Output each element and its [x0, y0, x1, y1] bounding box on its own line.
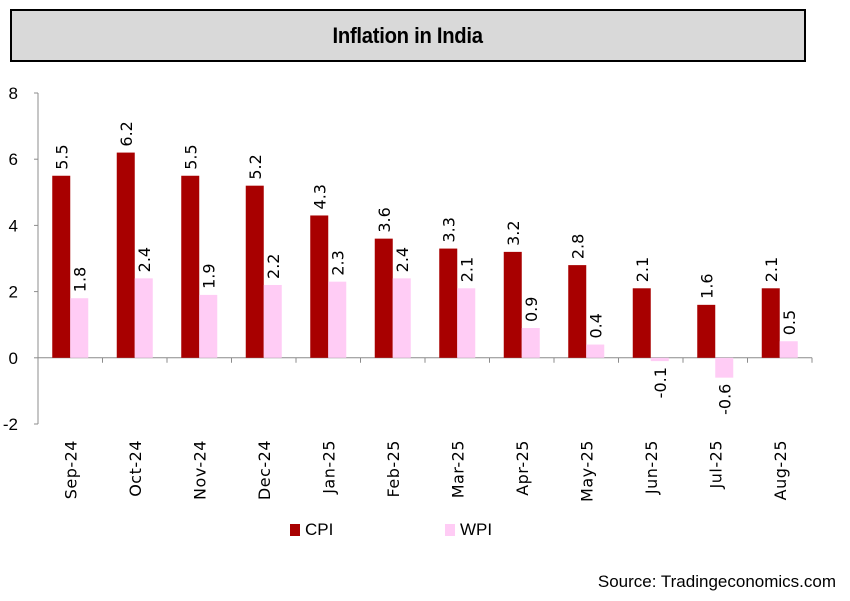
y-tick-label: 4	[9, 216, 18, 235]
data-label-wpi: 2.4	[135, 247, 154, 272]
data-label-cpi: 4.3	[310, 184, 329, 209]
x-tick-label: May-25	[577, 440, 596, 502]
x-tick-label: Sep-24	[61, 440, 80, 499]
y-tick-label: 6	[9, 150, 18, 169]
bar-cpi	[245, 185, 264, 358]
x-tick-label: Jul-25	[706, 440, 725, 489]
data-label-wpi: 0.5	[780, 310, 799, 335]
y-tick-label: -2	[3, 415, 18, 434]
bar-cpi	[503, 251, 522, 358]
bar-cpi	[761, 288, 780, 358]
bar-cpi	[374, 238, 393, 358]
bar-cpi	[181, 175, 200, 358]
y-tick-label: 8	[9, 84, 18, 103]
bar-chart: -2 0 2 4 6 8 5.5 1.8 Sep-24 6.2 2.4 Oct-24 5.5 1.9 Nov…	[3, 84, 813, 502]
source-note: Source: Tradingeconomics.com	[597, 572, 836, 591]
bar-wpi	[70, 298, 89, 358]
data-label-wpi: 2.1	[457, 257, 476, 282]
bar-wpi	[328, 281, 347, 358]
legend-label-wpi: WPI	[460, 520, 493, 539]
x-tick-label: Mar-25	[448, 440, 467, 498]
data-label-cpi: 3.3	[439, 217, 458, 242]
bar-wpi	[134, 278, 153, 358]
data-label-cpi: 5.5	[52, 144, 71, 169]
data-label-wpi: 2.2	[264, 254, 283, 279]
legend-label-cpi: CPI	[305, 520, 334, 539]
data-label-cpi: 2.1	[762, 257, 781, 282]
x-tick-label: Feb-25	[384, 440, 403, 497]
chart-title-box: Inflation in India	[10, 9, 806, 62]
data-label-wpi: 2.3	[328, 250, 347, 275]
legend: CPI WPI	[0, 520, 850, 544]
legend-item-cpi: CPI	[290, 520, 333, 540]
legend-swatch-wpi	[445, 524, 455, 536]
bar-cpi	[439, 248, 458, 358]
bar-cpi	[310, 215, 329, 358]
bar-wpi	[199, 294, 218, 358]
x-tick-label: Dec-24	[255, 440, 274, 500]
bar-wpi	[715, 357, 734, 378]
bar-wpi	[650, 357, 669, 362]
bar-wpi	[263, 284, 282, 358]
data-label-wpi: 1.8	[70, 267, 89, 292]
data-label-wpi: 0.9	[522, 297, 541, 322]
x-tick-label: Apr-25	[513, 440, 532, 496]
bar-cpi	[632, 288, 651, 358]
bar-wpi	[586, 344, 605, 358]
data-label-wpi: 2.4	[393, 247, 412, 272]
data-label-cpi: 6.2	[117, 121, 136, 146]
bar-cpi	[568, 265, 587, 358]
x-tick-label: Jun-25	[642, 440, 661, 495]
legend-swatch-cpi	[290, 524, 300, 536]
data-label-wpi: 0.4	[586, 313, 605, 338]
bar-wpi	[457, 288, 476, 358]
bar-cpi	[697, 304, 716, 358]
data-label-cpi: 2.1	[633, 257, 652, 282]
bar-wpi	[779, 341, 798, 358]
data-label-cpi: 5.2	[246, 154, 265, 179]
data-label-cpi: 3.6	[375, 207, 394, 232]
bar-wpi	[392, 278, 411, 358]
y-tick-label: 2	[9, 283, 18, 302]
bar-wpi	[521, 328, 540, 358]
data-label-cpi: 2.8	[568, 234, 587, 259]
data-label-wpi: -0.1	[651, 367, 670, 398]
data-label-cpi: 1.6	[697, 273, 716, 298]
y-tick-label: 0	[9, 349, 18, 368]
x-tick-label: Oct-24	[126, 440, 145, 497]
data-label-cpi: 5.5	[181, 144, 200, 169]
bar-cpi	[116, 152, 135, 358]
data-label-cpi: 3.2	[504, 220, 523, 245]
data-label-wpi: 1.9	[199, 263, 218, 288]
x-tick-label: Nov-24	[190, 440, 209, 500]
chart-title: Inflation in India	[332, 22, 484, 48]
x-tick-label: Aug-25	[771, 440, 790, 500]
x-tick-label: Jan-25	[319, 440, 338, 495]
bar-cpi	[52, 175, 71, 358]
legend-item-wpi: WPI	[445, 520, 492, 540]
data-label-wpi: -0.6	[715, 384, 734, 415]
